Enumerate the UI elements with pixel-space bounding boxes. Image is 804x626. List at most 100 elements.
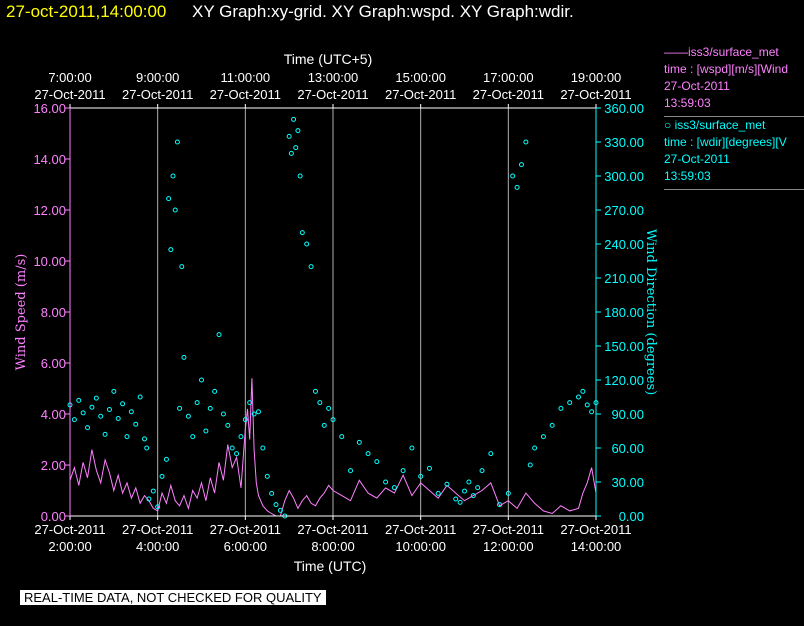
left-tick-label: 12.00 [33, 203, 66, 218]
bottom-tick-date: 27-Oct-2011 [34, 522, 105, 537]
wind-direction-point [111, 388, 117, 394]
legend-speed-series: ——iss3/surface_met [664, 45, 779, 59]
right-tick-label: 210.00 [604, 271, 644, 286]
right-tick-label: 150.00 [604, 339, 644, 354]
wind-direction-point [286, 133, 292, 139]
bottom-tick-time: 4:00:00 [136, 539, 179, 554]
wind-direction-point [203, 428, 209, 434]
right-tick-label: 60.00 [611, 441, 644, 456]
wind-direction-point [330, 417, 336, 423]
right-tick-label: 0.00 [619, 509, 644, 524]
bottom-tick-date: 27-Oct-2011 [122, 522, 193, 537]
top-tick-date: 27-Oct-2011 [297, 87, 368, 102]
wind-direction-point [326, 405, 332, 411]
wind-direction-point [150, 488, 156, 494]
right-tick-label: 330.00 [604, 135, 644, 150]
wind-direction-point [584, 402, 590, 408]
left-tick-label: 4.00 [41, 407, 66, 422]
legend-direction-time: 13:59:03 [664, 169, 711, 183]
wind-direction-point [128, 409, 134, 415]
bottom-tick-time: 6:00:00 [224, 539, 267, 554]
wind-direction-point [497, 502, 503, 508]
wind-direction-point [124, 434, 130, 440]
wind-direction-point [98, 413, 104, 419]
left-tick-label: 6.00 [41, 356, 66, 371]
wind-direction-point [444, 481, 450, 487]
left-tick-label: 14.00 [33, 152, 66, 167]
top-tick-date: 27-Oct-2011 [560, 87, 631, 102]
right-tick-label: 180.00 [604, 305, 644, 320]
wind-direction-point [400, 468, 406, 474]
wind-direction-point [580, 388, 586, 394]
wind-direction-point [295, 128, 301, 134]
wind-direction-point [229, 445, 235, 451]
wind-direction-point [185, 413, 191, 419]
wind-direction-point [291, 116, 297, 122]
top-tick-time: 11:00:00 [221, 70, 271, 85]
wind-direction-point [518, 162, 524, 168]
wind-direction-point [247, 400, 253, 406]
top-tick-date: 27-Oct-2011 [473, 87, 544, 102]
wind-direction-point [462, 488, 467, 494]
wind-direction-point [80, 410, 86, 416]
wind-direction-point [163, 456, 169, 462]
wind-direction-point [567, 400, 573, 406]
wind-direction-point [277, 507, 283, 513]
wind-direction-point [288, 150, 294, 156]
wind-direction-point [76, 397, 82, 403]
wind-direction-point [321, 422, 327, 428]
wind-direction-point [260, 445, 266, 451]
wind-direction-point [194, 400, 200, 406]
bottom-tick-date: 27-Oct-2011 [473, 522, 544, 537]
wind-direction-point [251, 411, 257, 417]
wind-direction-point [505, 490, 511, 496]
wind-direction-point [293, 145, 299, 151]
legend-speed-desc: time : [wspd][m/s][Wind [664, 62, 789, 76]
wind-direction-point [374, 459, 380, 465]
top-tick-time: 17:00:00 [483, 70, 534, 85]
right-tick-label: 360.00 [604, 101, 644, 116]
wind-direction-point [166, 196, 172, 202]
right-tick-label: 90.00 [611, 407, 644, 422]
bottom-tick-time: 14:00:00 [571, 539, 622, 554]
wind-direction-point [234, 451, 240, 457]
bottom-tick-date: 27-Oct-2011 [560, 522, 631, 537]
bottom-axis-title: Time (UTC) [294, 558, 367, 574]
top-tick-time: 13:00:00 [308, 70, 359, 85]
wind-direction-point [102, 431, 108, 437]
bottom-tick-date: 27-Oct-2011 [297, 522, 368, 537]
wind-direction-point [383, 479, 389, 485]
bottom-tick-time: 2:00:00 [48, 539, 91, 554]
top-tick-time: 7:00:00 [48, 70, 91, 85]
wind-direction-point [255, 409, 261, 415]
right-tick-label: 30.00 [611, 475, 644, 490]
wind-direction-point [142, 436, 148, 442]
wind-direction-point [457, 499, 463, 505]
wind-direction-point [312, 388, 318, 394]
left-tick-label: 16.00 [33, 101, 66, 116]
wind-direction-point [190, 434, 196, 440]
wind-direction-point [470, 493, 476, 499]
wind-direction-point [115, 416, 121, 422]
y-left-label: Wind Speed (m/s) [14, 254, 29, 371]
wind-direction-point [299, 230, 305, 236]
top-tick-date: 27-Oct-2011 [385, 87, 456, 102]
wind-direction-point [523, 139, 529, 145]
wind-direction-point [137, 394, 143, 400]
qc-notice: REAL-TIME DATA, NOT CHECKED FOR QUALITY [20, 590, 326, 605]
wind-direction-point [146, 496, 152, 502]
wind-direction-point [199, 377, 204, 383]
wind-direction-point [269, 490, 275, 496]
bottom-tick-time: 10:00:00 [395, 539, 446, 554]
wind-direction-point [85, 425, 91, 431]
wind-direction-point [527, 462, 533, 468]
wind-direction-point [212, 388, 218, 394]
wind-direction-point [225, 422, 231, 428]
wind-direction-point [89, 404, 95, 410]
top-tick-date: 27-Oct-2011 [122, 87, 193, 102]
top-tick-time: 15:00:00 [395, 70, 446, 85]
top-tick-time: 9:00:00 [136, 70, 179, 85]
wind-direction-point [220, 411, 226, 417]
wind-direction-point [348, 468, 354, 474]
wind-direction-point [356, 439, 362, 445]
